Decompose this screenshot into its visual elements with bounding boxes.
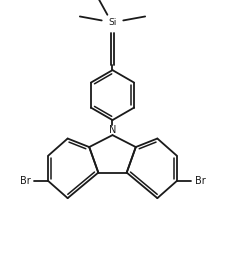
Text: N: N [109,125,116,135]
Text: Br: Br [195,176,205,186]
Text: Br: Br [20,176,30,186]
Text: Si: Si [108,18,117,27]
